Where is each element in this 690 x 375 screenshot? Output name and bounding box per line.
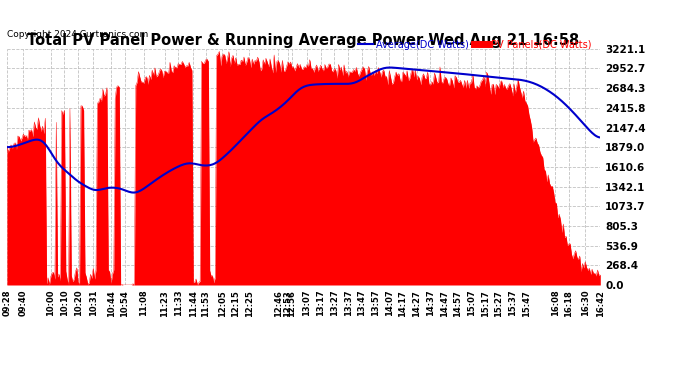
Legend: Average(DC Watts), PV Panels(DC Watts): Average(DC Watts), PV Panels(DC Watts)	[355, 36, 595, 54]
Title: Total PV Panel Power & Running Average Power Wed Aug 21 16:58: Total PV Panel Power & Running Average P…	[28, 33, 580, 48]
Text: Copyright 2024 Curtronics.com: Copyright 2024 Curtronics.com	[7, 30, 148, 39]
